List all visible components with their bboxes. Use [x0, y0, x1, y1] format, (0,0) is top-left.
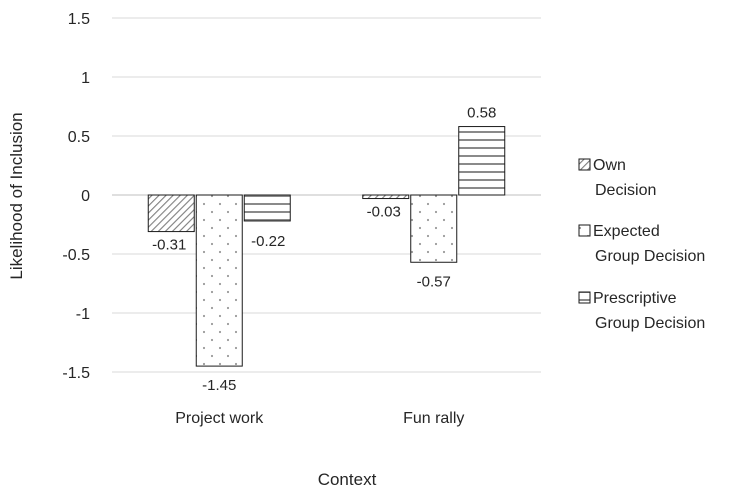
legend-item: Prescriptive Group Decision [578, 290, 705, 332]
x-tick-label: Project work [175, 410, 264, 427]
y-axis-title: Likelihood of Inclusion [7, 112, 26, 279]
y-tick-label: -1 [76, 306, 90, 323]
legend-swatch [578, 224, 591, 237]
legend-item: Expected Group Decision [578, 223, 705, 265]
data-label: -0.03 [367, 204, 401, 221]
data-label: -1.45 [202, 377, 236, 394]
legend-swatch [578, 291, 591, 304]
y-tick-label: 0.5 [68, 129, 90, 146]
y-tick-label: 0 [81, 188, 90, 205]
y-tick-label: 1.5 [68, 11, 90, 28]
legend-label: Prescriptive [593, 290, 677, 307]
bars [147, 126, 506, 367]
data-label: -0.22 [251, 233, 285, 250]
y-tick-label: -0.5 [62, 247, 90, 264]
legend-label: Own [593, 157, 626, 174]
bar [458, 126, 506, 196]
data-label: -0.31 [152, 237, 186, 254]
legend-label: Group Decision [595, 315, 705, 332]
y-tick-label: 1 [81, 70, 90, 87]
legend-item: Own Decision [578, 157, 656, 199]
x-axis-title: Context [318, 470, 377, 488]
data-label: -0.57 [417, 273, 451, 290]
x-tick-label: Fun rally [403, 410, 464, 427]
bar [410, 194, 458, 263]
legend-swatch [578, 158, 591, 171]
data-labels: -0.31 -1.45 -0.22 -0.03 -0.57 0.58 [152, 105, 496, 395]
y-tick-label: -1.5 [62, 365, 90, 382]
legend-label: Decision [595, 182, 656, 199]
y-axis-ticks: 1.5 1 0.5 0 -0.5 -1 -1.5 [62, 11, 90, 382]
bar [147, 194, 195, 233]
legend-label: Group Decision [595, 248, 705, 265]
bar [362, 194, 410, 200]
bar [195, 194, 243, 367]
legend-label: Expected [593, 223, 660, 240]
x-axis-categories: Project work Fun rally [175, 410, 464, 427]
bar [243, 194, 291, 222]
data-label: 0.58 [467, 105, 496, 122]
